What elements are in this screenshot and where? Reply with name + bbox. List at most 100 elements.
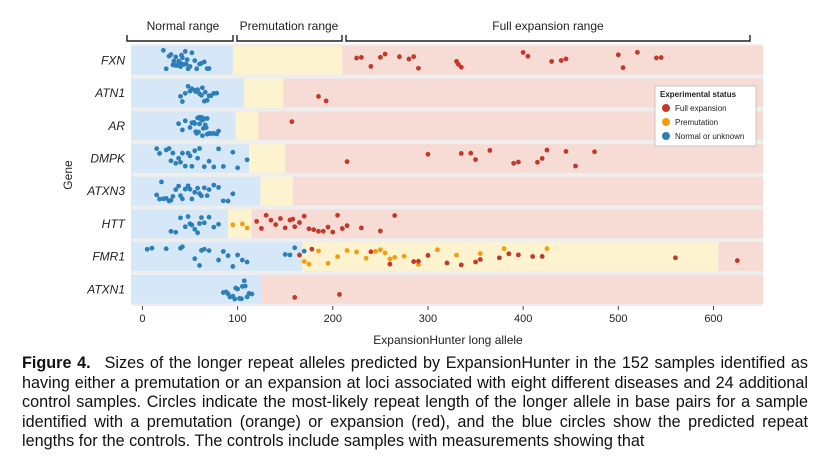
expansion-point bbox=[320, 228, 326, 234]
normal-point bbox=[192, 121, 198, 126]
expansion-point bbox=[511, 160, 517, 166]
expansion-point bbox=[368, 64, 374, 69]
expansion-point bbox=[468, 150, 474, 156]
expansion-point bbox=[620, 65, 626, 71]
normal-band bbox=[131, 46, 233, 75]
normal-point bbox=[163, 66, 169, 72]
normal-point bbox=[187, 186, 193, 192]
expansion-point bbox=[278, 216, 283, 221]
caption-text: Sizes of the longer repeat alleles predi… bbox=[22, 354, 808, 451]
normal-point bbox=[201, 220, 207, 226]
gene-label: ATXN3 bbox=[86, 184, 125, 198]
legend-swatch-normal bbox=[662, 132, 670, 140]
expansion-point bbox=[289, 119, 295, 125]
legend-label-normal: Normal or unknown bbox=[675, 132, 744, 141]
normal-point bbox=[178, 215, 183, 221]
expansion-point bbox=[368, 249, 374, 255]
expansion-point bbox=[392, 213, 398, 218]
expansion-point bbox=[416, 65, 421, 71]
normal-point bbox=[199, 133, 205, 139]
gene-label: FXN bbox=[101, 53, 125, 67]
normal-point bbox=[239, 296, 244, 302]
normal-point bbox=[197, 146, 202, 151]
normal-point bbox=[216, 257, 221, 263]
normal-point bbox=[157, 151, 162, 156]
premutation-point bbox=[230, 222, 236, 228]
expansion-point bbox=[558, 58, 564, 63]
premutation-point bbox=[244, 225, 250, 231]
legend-title: Experimental status bbox=[660, 90, 737, 99]
normal-point bbox=[187, 153, 193, 159]
premutation-point bbox=[335, 254, 340, 260]
expansion-point bbox=[496, 255, 502, 261]
normal-point bbox=[202, 89, 208, 95]
normal-point bbox=[195, 87, 201, 93]
normal-point bbox=[197, 221, 202, 226]
expansion-point bbox=[344, 159, 350, 165]
expansion-point bbox=[273, 222, 279, 228]
gene-row-fmr1: FMR1 bbox=[92, 242, 763, 271]
normal-point bbox=[192, 256, 198, 262]
legend: Experimental status Full expansion Premu… bbox=[654, 85, 757, 147]
normal-point bbox=[230, 264, 236, 269]
normal-point bbox=[201, 59, 207, 65]
normal-point bbox=[206, 214, 212, 220]
normal-point bbox=[178, 93, 183, 99]
premutation-band bbox=[235, 111, 259, 141]
expansion-point bbox=[263, 212, 269, 218]
normal-point bbox=[173, 54, 179, 60]
premutation-point bbox=[454, 252, 459, 258]
normal-point bbox=[216, 184, 221, 190]
normal-point bbox=[192, 148, 198, 154]
expansion-point bbox=[458, 64, 464, 70]
figure-caption: Figure 4. Sizes of the longer repeat alle… bbox=[22, 354, 808, 452]
expansion-point bbox=[477, 257, 483, 262]
normal-point bbox=[235, 252, 241, 258]
premutation-band bbox=[232, 46, 343, 75]
expansion-point bbox=[297, 252, 302, 258]
premutation-point bbox=[377, 247, 383, 253]
normal-point bbox=[194, 66, 200, 72]
normal-point bbox=[179, 127, 185, 133]
gene-row-fxn: FXN bbox=[101, 46, 763, 75]
normal-point bbox=[197, 263, 202, 268]
normal-point bbox=[170, 150, 176, 156]
gene-label: ATN1 bbox=[94, 86, 125, 100]
normal-point bbox=[195, 230, 201, 236]
normal-point bbox=[159, 179, 164, 185]
normal-point bbox=[168, 158, 174, 164]
normal-point bbox=[230, 149, 236, 155]
normal-point bbox=[154, 192, 160, 198]
range-brackets: Normal range Premutation range Full expa… bbox=[126, 19, 751, 42]
normal-point bbox=[241, 278, 247, 284]
normal-point bbox=[182, 49, 188, 54]
premutation-point bbox=[387, 256, 393, 262]
normal-point bbox=[176, 121, 181, 127]
normal-point bbox=[232, 296, 238, 302]
expansion-point bbox=[377, 54, 383, 60]
expansion-point bbox=[530, 254, 536, 259]
normal-point bbox=[187, 125, 193, 130]
x-tick-label: 400 bbox=[514, 313, 532, 325]
expansion-point bbox=[525, 53, 531, 59]
normal-point bbox=[220, 198, 226, 204]
x-tick-label: 600 bbox=[704, 313, 722, 325]
gene-row-atxn3: ATXN3 bbox=[86, 176, 763, 206]
expansion-point bbox=[658, 55, 664, 60]
expansion-band bbox=[285, 144, 763, 173]
normal-band bbox=[131, 209, 229, 239]
expansion-point bbox=[539, 156, 545, 161]
expansion-point bbox=[354, 55, 359, 61]
normal-point bbox=[282, 252, 288, 257]
normal-point bbox=[170, 194, 176, 199]
gene-row-dmpk: DMPK bbox=[90, 144, 763, 173]
expansion-point bbox=[358, 225, 364, 231]
normal-point bbox=[216, 221, 221, 227]
expansion-point bbox=[416, 258, 421, 264]
normal-point bbox=[192, 58, 198, 64]
repeat-length-chart: Normal range Premutation range Full expa… bbox=[61, 19, 763, 347]
normal-point bbox=[201, 164, 207, 170]
normal-point bbox=[173, 229, 179, 235]
premutation-point bbox=[363, 255, 369, 261]
normal-point bbox=[199, 215, 204, 220]
